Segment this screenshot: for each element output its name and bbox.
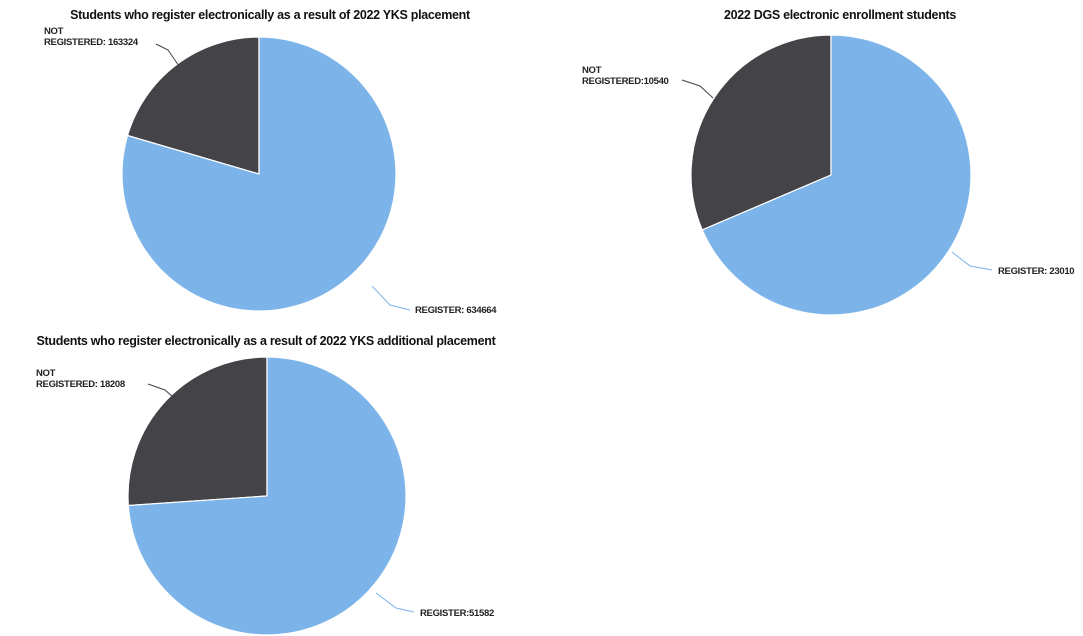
data-label-line: NOT [582, 65, 602, 76]
data-label-not-registered: NOT REGISTERED: 163324 [44, 26, 139, 48]
pie-slices [121, 36, 397, 312]
pie-slices [127, 356, 407, 636]
data-label-not-registered: NOT REGISTERED:10540 [582, 65, 669, 87]
pie-slices [690, 34, 972, 316]
chart-title: Students who register electronically as … [37, 334, 497, 348]
pie-labels: NOT REGISTERED:10540 REGISTER: 23010 [582, 65, 1075, 277]
leader-line-not-registered [147, 383, 182, 405]
leader-line-registered [951, 251, 993, 271]
pie-slice-registered[interactable] [127, 356, 407, 636]
data-label-line: NOT [44, 26, 64, 37]
data-label-registered: REGISTER: 634664 [415, 305, 497, 316]
pie-slice-registered[interactable] [701, 34, 972, 316]
data-label-line: REGISTERED:10540 [582, 76, 669, 87]
data-label-registered: REGISTER: 23010 [998, 266, 1074, 277]
leader-line-registered [371, 285, 411, 311]
pie-slice-not-registered[interactable] [690, 34, 832, 231]
data-label-registered: REGISTER:51582 [420, 608, 494, 619]
chart-title: Students who register electronically as … [70, 8, 471, 22]
leader-line-registered [375, 592, 415, 613]
chart-yks-additional-placement: Students who register electronically as … [36, 334, 497, 636]
chart-title: 2022 DGS electronic enrollment students [724, 8, 956, 22]
chart-dgs-enrollment: 2022 DGS electronic enrollment students … [582, 8, 1075, 316]
data-label-line: NOT [36, 368, 56, 379]
data-label-not-registered: NOT REGISTERED: 18208 [36, 368, 125, 390]
data-label-line: REGISTERED: 18208 [36, 379, 125, 390]
pie-slice-not-registered[interactable] [126, 36, 260, 175]
data-label-line: REGISTERED: 163324 [44, 37, 139, 48]
pie-slice-registered[interactable] [121, 36, 397, 312]
chart-yks-placement: Students who register electronically as … [44, 8, 498, 316]
pie-slice-not-registered[interactable] [127, 356, 268, 507]
pie-labels: NOT REGISTERED: 163324 REGISTER: 634664 [44, 26, 498, 316]
leader-line-not-registered [155, 43, 180, 67]
leader-line-not-registered [681, 79, 714, 99]
pie-labels: NOT REGISTERED: 18208 REGISTER:51582 [36, 368, 494, 619]
